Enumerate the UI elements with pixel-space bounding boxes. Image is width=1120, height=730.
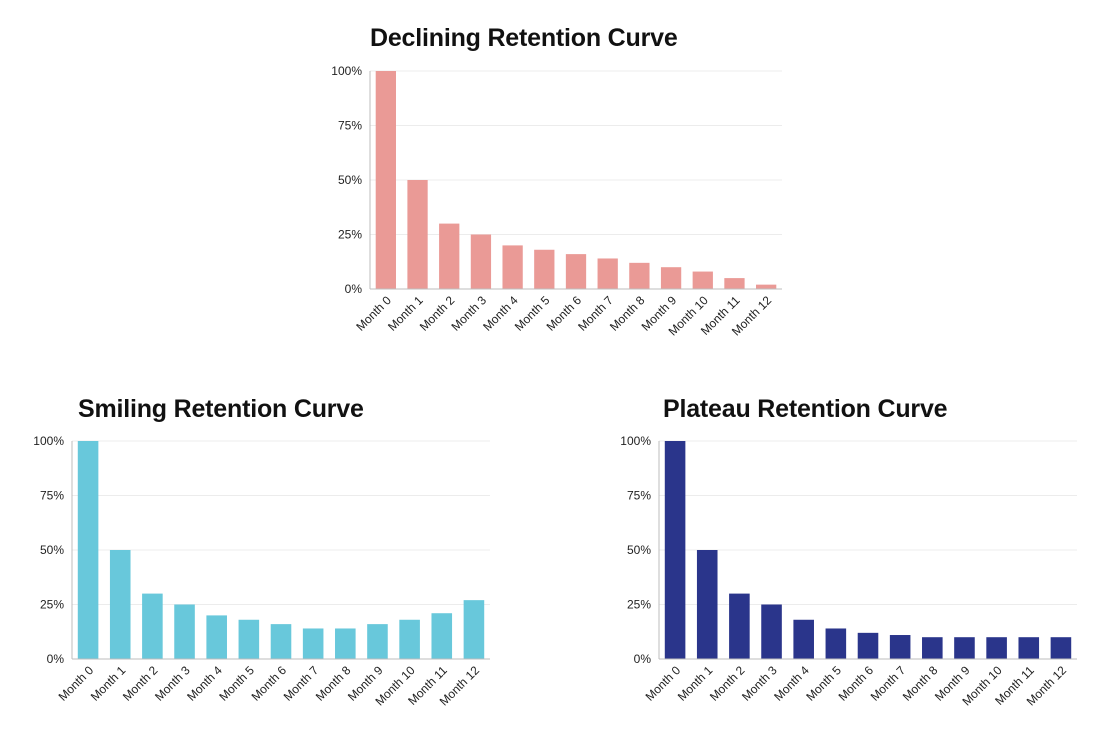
y-tick-label: 100% — [331, 64, 362, 78]
bar — [375, 71, 396, 289]
bar — [335, 628, 356, 659]
y-tick-label: 50% — [627, 543, 651, 557]
bar — [470, 234, 492, 289]
bar — [109, 550, 131, 659]
bar — [463, 600, 485, 659]
bar — [660, 267, 682, 289]
y-tick-label: 0% — [47, 652, 65, 666]
y-tick-label: 75% — [40, 489, 64, 503]
chart-title: Smiling Retention Curve — [78, 395, 364, 423]
y-tick-label: 100% — [620, 434, 651, 448]
chart-title: Declining Retention Curve — [370, 24, 678, 52]
bar — [367, 624, 388, 659]
bar — [692, 271, 713, 289]
bar — [761, 604, 782, 659]
bar — [954, 637, 975, 659]
bar — [756, 284, 777, 289]
bar — [502, 245, 523, 289]
bar — [1018, 637, 1040, 659]
y-tick-label: 25% — [338, 228, 362, 242]
y-tick-label: 0% — [345, 282, 363, 296]
y-tick-label: 75% — [338, 119, 362, 133]
bar — [206, 615, 227, 659]
bar — [696, 550, 718, 659]
bar — [889, 635, 911, 659]
bar — [142, 593, 163, 659]
y-tick-label: 25% — [627, 598, 651, 612]
bar — [439, 223, 460, 289]
bar — [270, 624, 292, 659]
bar — [597, 258, 618, 289]
y-tick-label: 50% — [40, 543, 64, 557]
bar — [724, 278, 745, 289]
bar — [729, 593, 750, 659]
bar — [922, 637, 943, 659]
bar — [174, 604, 195, 659]
bar — [302, 628, 324, 659]
bar — [77, 441, 99, 659]
bar — [825, 628, 847, 659]
y-tick-label: 75% — [627, 489, 651, 503]
bar — [1050, 637, 1072, 659]
y-tick-label: 100% — [33, 434, 64, 448]
bar — [534, 249, 555, 289]
y-tick-label: 0% — [634, 652, 652, 666]
bar — [431, 613, 453, 659]
bar — [664, 441, 686, 659]
plateau-chart-panel: Plateau Retention Curve 0% 25% 50% 75% 100% M… — [615, 392, 1095, 722]
bar — [238, 619, 260, 659]
chart-title: Plateau Retention Curve — [663, 395, 948, 423]
declining-chart-panel: Declining Retention Curve 0% 25% 50% 75% 100… — [322, 22, 802, 352]
bar — [629, 262, 650, 289]
bar — [986, 637, 1007, 659]
y-tick-label: 25% — [40, 598, 64, 612]
bar — [399, 619, 420, 659]
bar — [857, 632, 879, 659]
bar — [407, 180, 428, 289]
bar — [565, 254, 587, 289]
bar — [793, 619, 814, 659]
y-tick-label: 50% — [338, 173, 362, 187]
smiling-chart-panel: Smiling Retention Curve 0% 25% 50% 75% 100% M… — [28, 392, 508, 722]
